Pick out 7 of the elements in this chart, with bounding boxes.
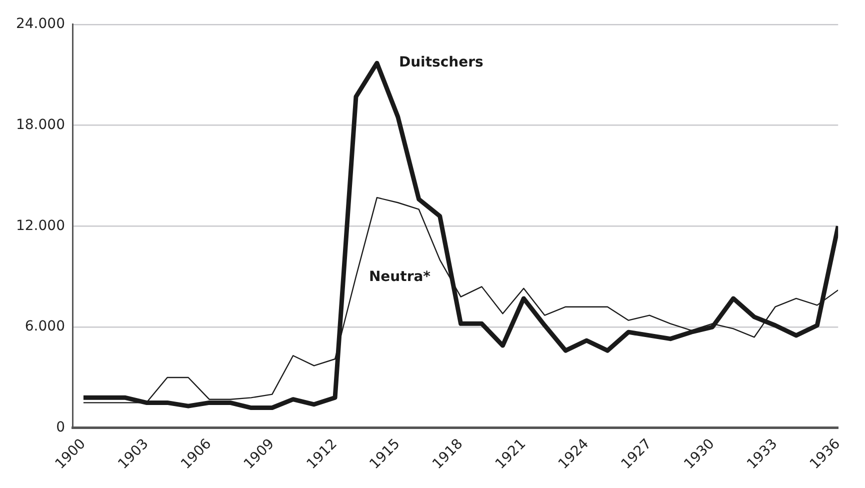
y-tick-label: 0 [56, 420, 65, 436]
y-tick-label: 24.000 [16, 16, 65, 32]
y-tick-label: 12.000 [16, 218, 65, 234]
y-tick-label: 6.000 [24, 318, 65, 335]
series-label: Neutra* [368, 269, 432, 286]
series-label: Duitschers [398, 54, 484, 71]
y-tick-label: 18.000 [16, 116, 65, 133]
